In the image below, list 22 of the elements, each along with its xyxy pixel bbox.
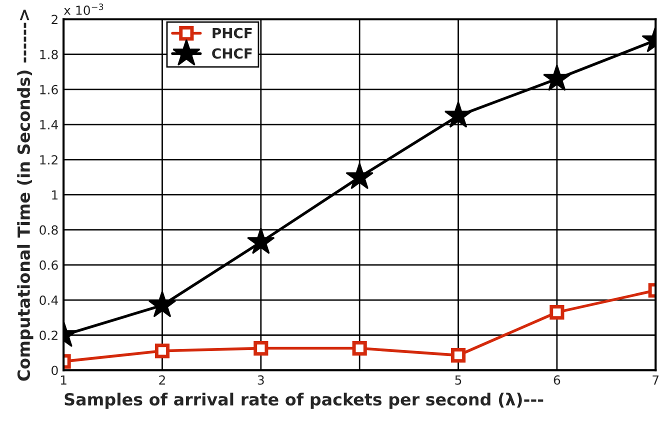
x-tick-label: 6 — [554, 375, 560, 385]
legend-label: PHCF — [212, 28, 252, 38]
x-tick-label: 1 — [60, 375, 66, 385]
x-tick-label: 7 — [652, 375, 659, 385]
legend-label: CHCF — [212, 48, 252, 59]
y-tick-label: 0.8 — [40, 225, 58, 235]
y-tick-label: 1.8 — [40, 50, 58, 60]
y-tick-label: 0.2 — [40, 330, 58, 340]
y-tick-label: 1.2 — [40, 155, 58, 164]
x-axis-title: Samples of arrival rate of packets per second (λ)--- — [64, 392, 544, 409]
x-tick-label: 3 — [258, 375, 264, 385]
y-tick-label: 1 — [52, 190, 58, 200]
text: x 10$^{−3}$ — [64, 4, 104, 15]
y-tick-label: 2 — [52, 14, 58, 24]
y-tick-label: 1.4 — [40, 120, 58, 130]
x-tick-label: 2 — [159, 375, 165, 385]
y-axis-title: Computational Time (in Seconds) ------> — [17, 10, 34, 381]
y-tick-label: 0.4 — [40, 296, 58, 305]
y-tick-label: 1.6 — [40, 84, 58, 94]
y-tick-label: 0.6 — [40, 260, 58, 270]
x-tick-label: 5 — [455, 375, 462, 385]
y-tick-label: 0 — [52, 366, 58, 376]
